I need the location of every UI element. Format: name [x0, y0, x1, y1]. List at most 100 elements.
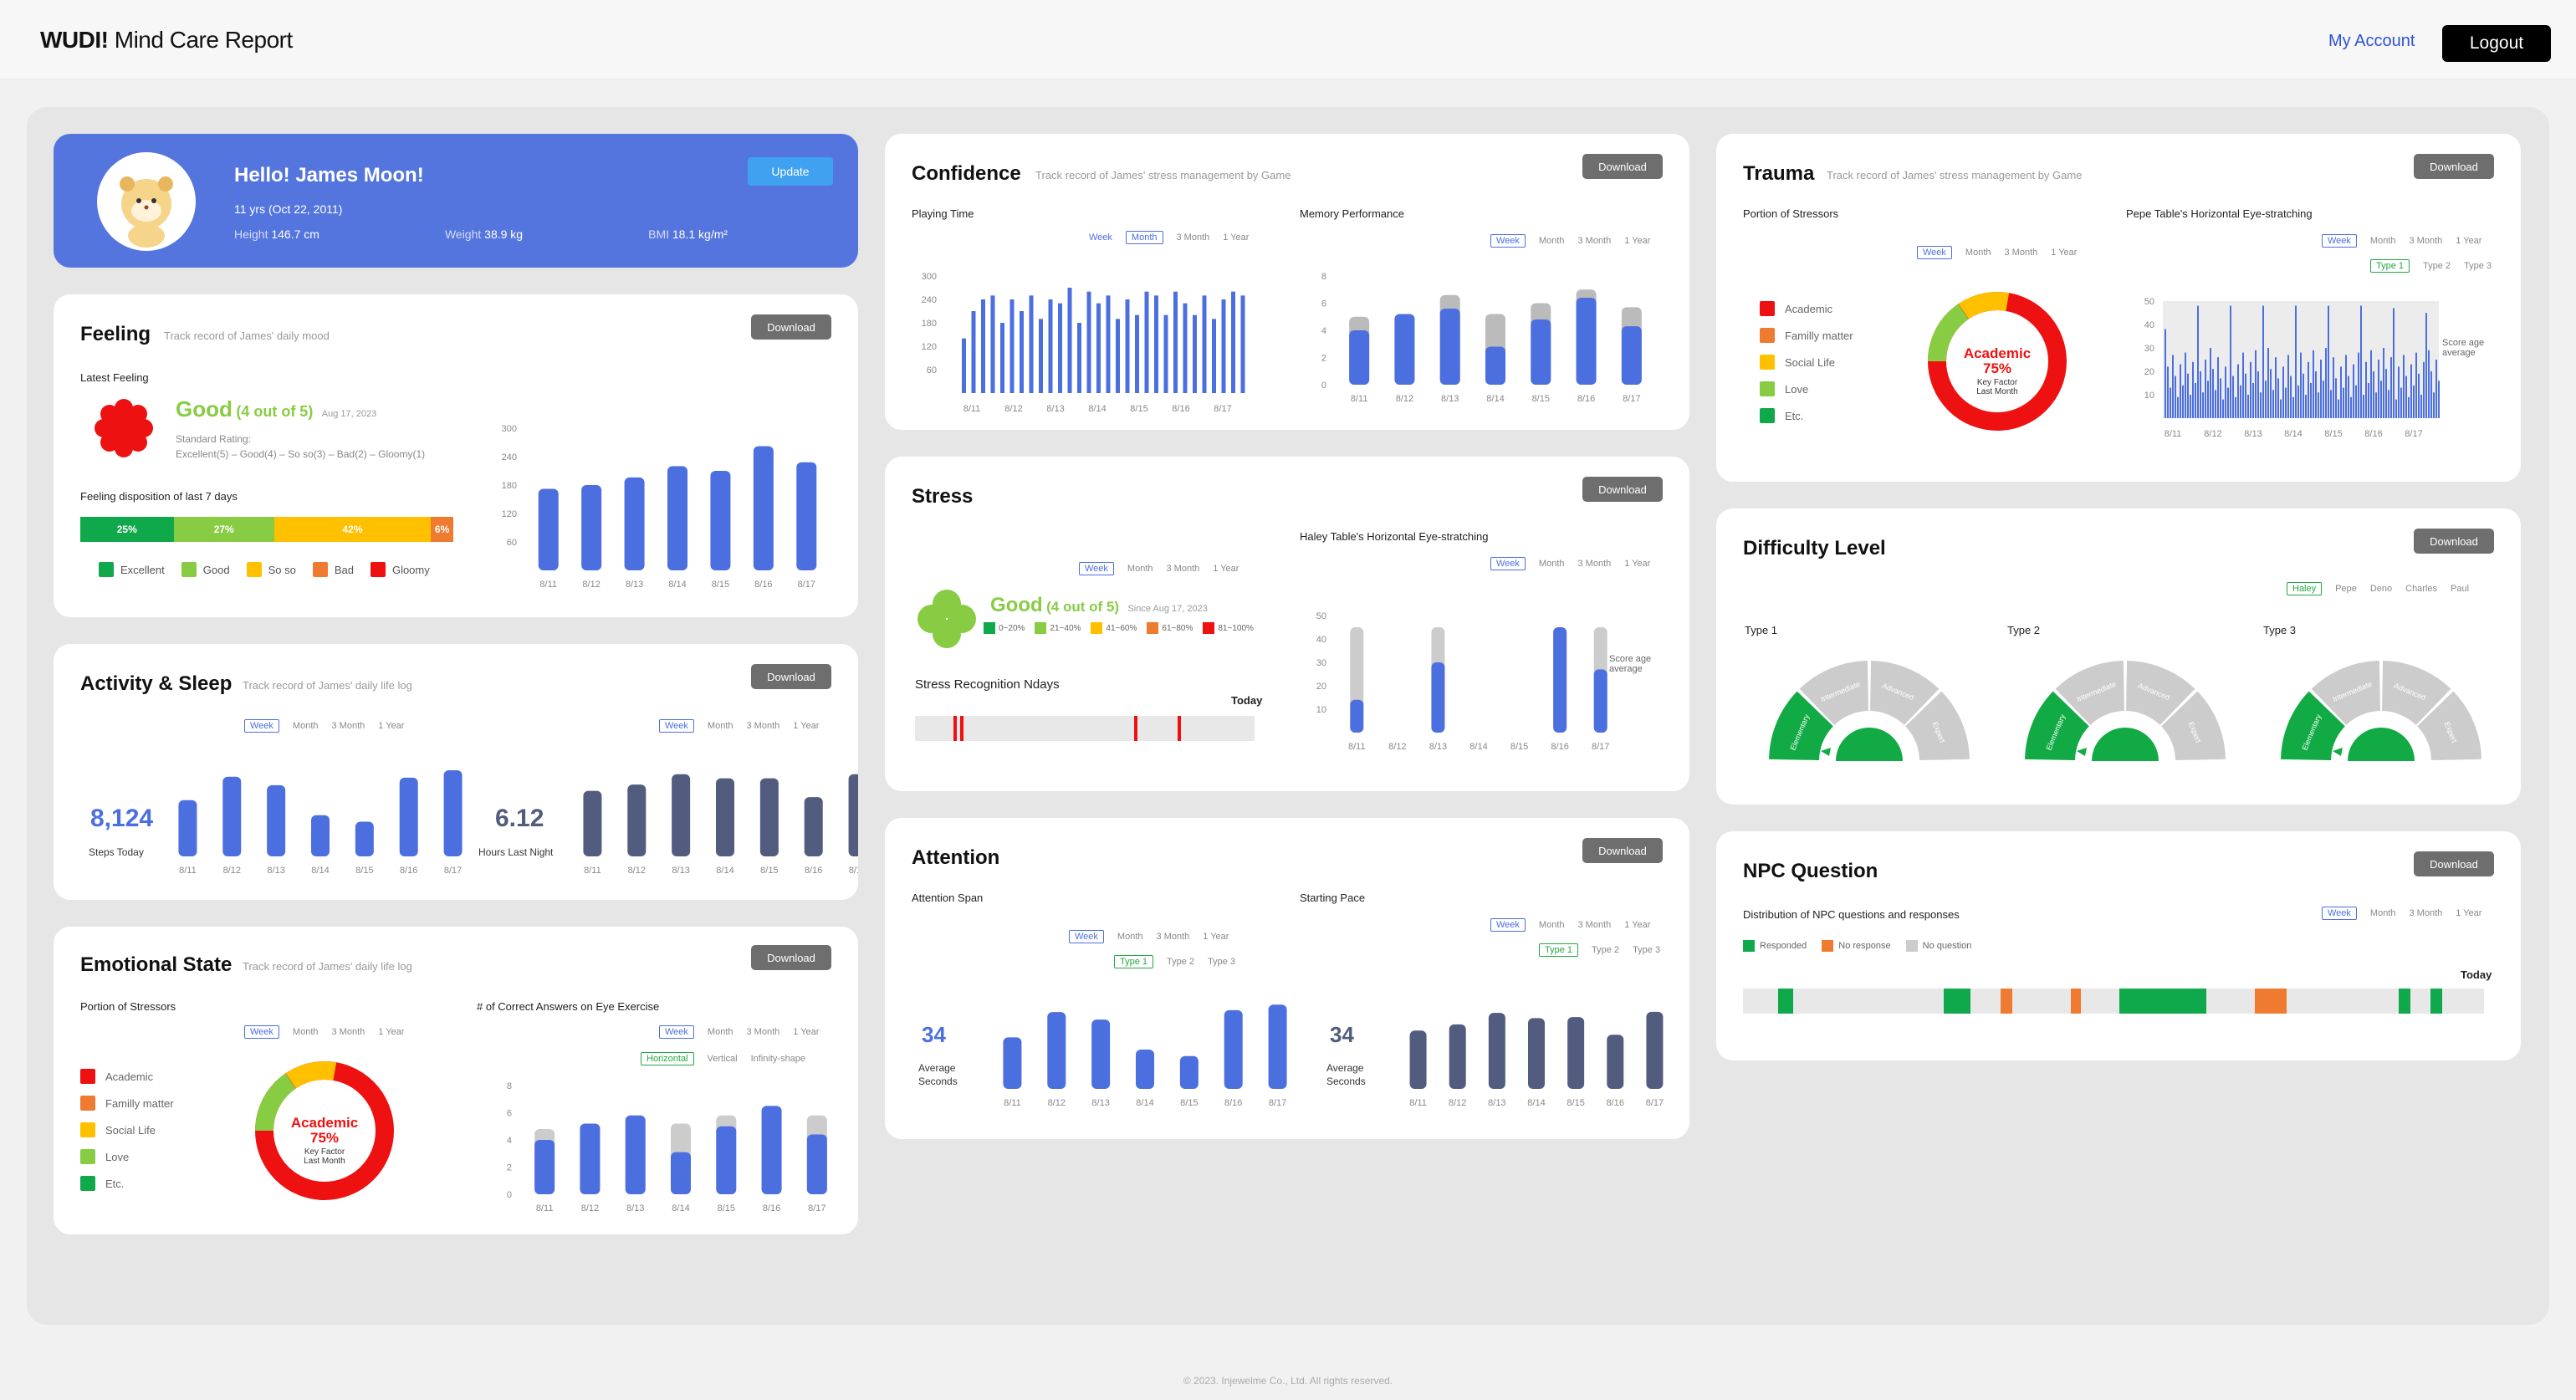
logout-button[interactable]: Logout: [2442, 25, 2551, 62]
card-subtitle: Track record of James' stress management…: [1827, 169, 2083, 181]
bar: [759, 778, 779, 856]
update-button[interactable]: Update: [748, 157, 833, 186]
gauge-pointer: [2333, 748, 2343, 756]
attention-span-label: Attention Span: [912, 892, 984, 904]
period-tabs-stress[interactable]: Week Month 3 Month 1 Year: [1079, 562, 1239, 575]
bar: [2172, 355, 2174, 418]
bar: [583, 790, 602, 856]
download-button[interactable]: Download: [1582, 154, 1663, 179]
bar: [2182, 385, 2184, 418]
type-tabs-pepe[interactable]: Type 1 Type 2 Type 3: [2370, 259, 2492, 273]
x-tick-label: 8/14: [672, 1203, 689, 1214]
bar: [2370, 350, 2372, 418]
legend-item: Social Life: [1760, 355, 1835, 370]
bar: [2390, 357, 2392, 418]
bar: [671, 1152, 691, 1194]
exercise-type-tabs[interactable]: Horizontal Vertical Infinity-shape: [641, 1052, 805, 1065]
bar: [1020, 311, 1024, 393]
download-button[interactable]: Download: [751, 945, 831, 970]
download-button[interactable]: Download: [1582, 838, 1663, 863]
bar: [761, 1106, 782, 1194]
bar: [2242, 352, 2244, 418]
period-tabs-span[interactable]: Week Month 3 Month 1 Year: [1069, 930, 1229, 943]
bar: [1086, 291, 1091, 393]
download-button[interactable]: Download: [1582, 477, 1663, 502]
period-tabs-eye[interactable]: Week Month 3 Month 1 Year: [659, 1025, 819, 1039]
bar: [2180, 364, 2181, 418]
bar: [1067, 288, 1072, 393]
bar: [2237, 364, 2239, 418]
period-tabs-memory[interactable]: Week Month 3 Month 1 Year: [1490, 234, 1650, 248]
period-tabs-steps[interactable]: Week Month 3 Month 1 Year: [244, 719, 404, 733]
legend-item: No question: [1905, 940, 1971, 952]
period-tabs-haley[interactable]: Week Month 3 Month 1 Year: [1490, 557, 1650, 570]
x-tick-label: 8/12: [223, 866, 241, 876]
starting-pace-label: Starting Pace: [1300, 892, 1366, 904]
bar: [1009, 299, 1015, 393]
stressor-donut: Academic 75% Key Factor Last Month: [255, 1061, 394, 1200]
bar: [2232, 376, 2234, 418]
x-tick-label: 8/14: [716, 866, 733, 876]
y-tick-label: 60: [927, 365, 937, 376]
donut-sub2: Last Month: [304, 1157, 345, 1166]
emotional-card: Emotional State Track record of James' d…: [54, 927, 858, 1234]
bar: [2225, 366, 2226, 418]
pepe-chart: 50 40 30 20 10 8/11 8/12 8/13 8/14 8/15 8/16 8/17: [2144, 297, 2440, 439]
bar: [2207, 381, 2209, 418]
period-tabs-sleep[interactable]: Week Month 3 Month 1 Year: [659, 719, 819, 733]
starting-pace-chart: 8/11 8/12 8/13 8/14 8/15 8/16 8/17: [1409, 1011, 1664, 1108]
eye-exercise-chart: 8 6 4 2 0 8/11 8/12 8/13 8/14 8/15 8/16 8/17: [507, 1081, 827, 1214]
bar: [355, 821, 374, 856]
download-button[interactable]: Download: [2414, 529, 2494, 554]
bar: [1439, 309, 1460, 385]
period-tabs-pace[interactable]: Week Month 3 Month 1 Year: [1490, 918, 1650, 932]
period-tabs-stressors[interactable]: Week Month 3 Month 1 Year: [244, 1025, 404, 1039]
x-tick-label: 8/16: [2364, 429, 2382, 439]
period-tabs-npc[interactable]: Week Month 3 Month 1 Year: [2322, 907, 2481, 920]
legend-item: Love: [1760, 381, 1808, 396]
x-tick-label: 8/17: [444, 866, 462, 876]
profile-card: Hello! James Moon! 11 yrs (Oct 22, 2011)…: [54, 134, 858, 268]
bar: [2410, 364, 2412, 418]
player-tabs[interactable]: Haley Pepe Deno Charles Paul: [2287, 582, 2469, 595]
download-button[interactable]: Download: [2414, 851, 2494, 876]
bar: [2393, 308, 2395, 418]
feeling-rating: Good (4 out of 5) Aug 17, 2023: [176, 396, 377, 422]
memory-chart: 8 6 4 2 0 8/11 8/12 8/13 8/14 8/15 8/16 8/17: [1321, 272, 1642, 404]
bar: [710, 471, 731, 570]
gauge-pointer: [1821, 748, 1831, 756]
card-subtitle: Track record of James' stress management…: [1035, 169, 1291, 181]
period-tabs-pepe[interactable]: Week Month 3 Month 1 Year: [2322, 234, 2481, 248]
type-tabs-span[interactable]: Type 1 Type 2 Type 3: [1114, 955, 1235, 968]
card-title: Feeling: [80, 323, 151, 345]
bar: [2230, 305, 2231, 418]
top-bar: WUDI! Mind Care Report My Account Logout: [0, 0, 2576, 80]
download-button[interactable]: Download: [751, 314, 831, 340]
bar: [2175, 376, 2176, 418]
period-tabs-playing[interactable]: Week Month 3 Month 1 Year: [1089, 231, 1250, 244]
bar: [2217, 357, 2219, 418]
disposition-label: Feeling disposition of last 7 days: [80, 490, 238, 503]
haley-chart: 50 40 30 20 10 8/11 8/12 8/13 8/14 8/15 8/16 8/17: [1316, 611, 1610, 752]
x-tick-label: 8/16: [805, 866, 822, 876]
x-tick-label: 8/12: [1396, 394, 1413, 404]
bar: [2385, 369, 2387, 418]
period-tabs-trauma[interactable]: Week Month 3 Month 1 Year: [1917, 246, 2077, 259]
x-tick-label: 8/13: [626, 1203, 644, 1214]
x-tick-label: 8/17: [1269, 1098, 1286, 1108]
eye-exercise-label: # of Correct Answers on Eye Exercise: [477, 1000, 660, 1013]
download-button[interactable]: Download: [751, 664, 831, 689]
app-title: WUDI! Mind Care Report: [40, 27, 293, 53]
clover-icon: [917, 590, 976, 648]
stress-rating: Good (4 out of 5) Since Aug 17, 2023: [990, 594, 1208, 616]
x-tick-label: 8/12: [628, 866, 646, 876]
download-button[interactable]: Download: [2414, 154, 2494, 179]
y-tick-label: 8: [507, 1081, 512, 1091]
y-tick-label: 50: [1316, 611, 1326, 621]
range-item: 81~100%: [1203, 622, 1254, 634]
bar: [1193, 314, 1197, 393]
bar: [2348, 376, 2349, 418]
my-account-link[interactable]: My Account: [2328, 32, 2415, 50]
type-tabs-pace[interactable]: Type 1 Type 2 Type 3: [1539, 943, 1660, 957]
